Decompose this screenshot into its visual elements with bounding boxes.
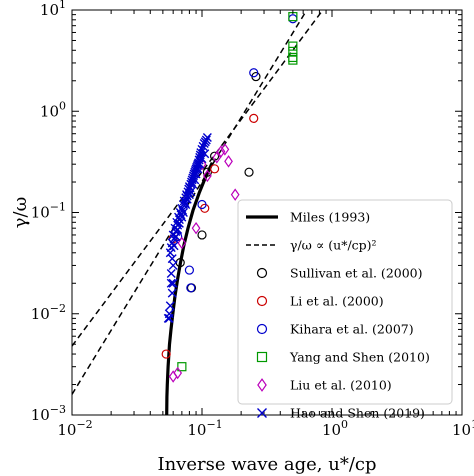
legend-entry: γ/ω ∝ (u*/cp)² [246,238,377,253]
data-point [201,135,211,145]
legend-marker [256,323,268,335]
data-point [165,301,175,311]
legend-label: Yang and Shen (2010) [289,350,430,365]
data-point [197,199,207,210]
data-point [288,41,298,51]
tick-label: 100 [40,99,66,120]
data-point [202,133,212,143]
data-point [195,159,205,169]
legend-entry: Yang and Shen (2010) [256,350,430,365]
data-point [200,149,210,159]
legend-entry: Hao and Shen (2019) [257,406,425,421]
data-point [249,68,259,78]
data-layer [72,10,324,415]
tick-label: 100 [322,418,348,439]
data-point [193,164,203,174]
legend-marker [256,295,268,307]
tick-label: 10−2 [57,418,92,439]
data-point [212,151,222,164]
y-axis-label: γ/ω [10,197,31,229]
legend-label: Kihara et al. (2007) [290,322,414,337]
legend-label: Liu et al. (2010) [290,378,392,393]
data-point [173,224,183,234]
tick-label: 101 [452,418,474,439]
data-point [177,362,187,372]
legend-entry: Liu et al. (2010) [257,378,392,393]
tick-label: 101 [40,0,66,19]
data-point [171,231,181,241]
data-point [288,46,298,57]
data-point [178,208,188,217]
data-point [186,283,196,293]
data-point [191,169,201,179]
data-point [209,164,220,174]
data-point [197,230,207,240]
legend-box [237,199,453,405]
legend-marker [257,378,267,392]
data-point [182,194,192,204]
legend-entry: Sullivan et al. (2000) [256,266,423,281]
legend-label: Sullivan et al. (2000) [290,266,423,281]
data-point [161,349,171,359]
data-point [197,144,207,154]
data-point [174,218,184,228]
legend-label: γ/ω ∝ (u*/cp)² [290,238,377,253]
data-point [244,167,254,177]
data-point [220,143,230,156]
miles-curve [165,162,214,415]
legend-label: Miles (1993) [290,210,370,225]
series-7 [163,133,212,323]
data-point [173,366,183,380]
data-point [224,155,233,168]
axes-layer: 10−210−110010110−310−210−1100101Inverse … [10,0,474,475]
data-point [191,221,201,235]
data-point [168,278,178,288]
data-point [230,188,240,201]
legend-label: Li et al. (2000) [290,294,384,309]
data-point [197,154,207,164]
data-point [288,55,298,65]
tick-label: 10−1 [187,418,222,439]
legend-label: Hao and Shen (2019) [290,406,425,421]
data-point [184,265,195,275]
data-point [164,313,174,323]
data-point [169,241,179,251]
data-point [203,169,212,183]
data-point [188,179,198,189]
data-point [181,199,191,209]
data-point [177,236,187,250]
data-point [216,145,226,158]
legend-entry: Kihara et al. (2007) [256,322,414,337]
data-point [167,254,177,264]
data-point [249,113,259,123]
data-point [202,167,212,177]
data-point [166,278,176,288]
tick-label: 10−1 [31,201,66,222]
data-point [184,190,194,200]
data-point [186,187,196,197]
tick-label: 10−2 [31,302,66,323]
x-axis-label: Inverse wave age, u*/cp [157,454,376,475]
legend-entry: Li et al. (2000) [256,294,384,309]
legend: Miles (1993) γ/ω ∝ (u*/cp)² Sullivan et al… [237,199,453,421]
data-point [167,288,177,298]
data-point [198,141,208,151]
legend-entry: Miles (1993) [246,210,370,225]
legend-marker [256,267,268,279]
tick-label: 10−3 [31,403,66,424]
legend-marker [257,408,267,418]
data-point [166,268,176,278]
series-6 [168,143,240,383]
legend-marker [256,351,268,363]
series-0 [165,162,214,415]
